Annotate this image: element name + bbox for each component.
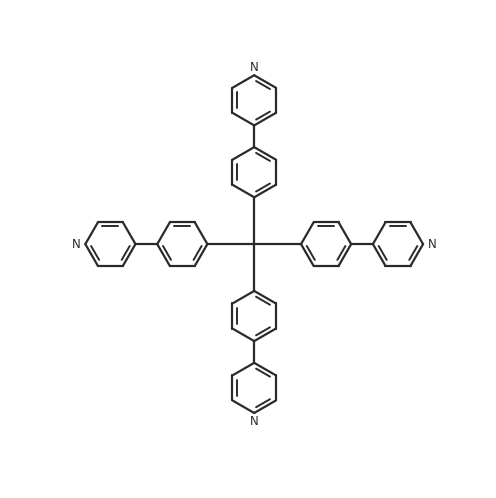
Text: N: N [250,415,258,428]
Text: N: N [72,238,80,250]
Text: N: N [250,61,258,74]
Text: N: N [428,238,436,250]
